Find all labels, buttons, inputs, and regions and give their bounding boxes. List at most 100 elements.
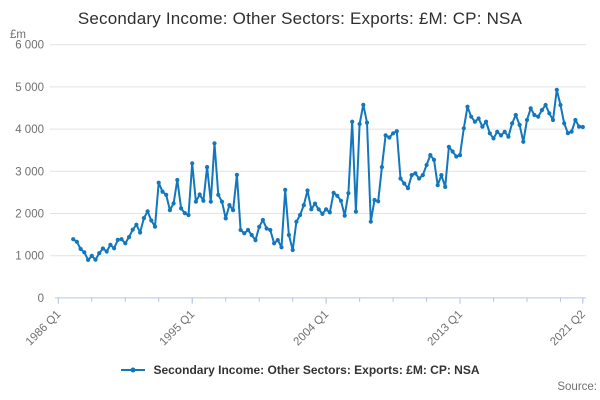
data-point[interactable]: [562, 121, 567, 126]
data-point[interactable]: [573, 117, 578, 123]
data-point[interactable]: [286, 232, 291, 238]
data-point[interactable]: [249, 232, 254, 238]
data-point[interactable]: [446, 144, 451, 149]
data-point[interactable]: [506, 134, 511, 139]
data-point[interactable]: [179, 206, 184, 211]
data-point[interactable]: [260, 217, 265, 223]
data-point[interactable]: [93, 257, 98, 262]
data-point[interactable]: [149, 218, 154, 223]
data-point[interactable]: [320, 211, 325, 216]
data-point[interactable]: [316, 207, 321, 212]
data-point[interactable]: [216, 192, 221, 197]
data-point[interactable]: [327, 210, 332, 215]
data-point[interactable]: [577, 124, 582, 129]
data-point[interactable]: [498, 133, 504, 138]
data-point[interactable]: [205, 165, 210, 170]
data-point[interactable]: [89, 253, 94, 258]
data-point[interactable]: [171, 201, 176, 206]
data-point[interactable]: [580, 124, 585, 130]
data-point[interactable]: [186, 212, 191, 218]
data-point[interactable]: [417, 176, 422, 181]
data-point[interactable]: [112, 246, 117, 251]
data-point[interactable]: [379, 165, 384, 170]
data-point[interactable]: [443, 184, 448, 189]
data-point[interactable]: [532, 112, 537, 118]
data-point[interactable]: [383, 133, 388, 138]
data-point[interactable]: [167, 208, 172, 213]
data-point[interactable]: [569, 129, 574, 134]
data-point[interactable]: [547, 111, 552, 116]
data-point[interactable]: [450, 149, 455, 154]
data-point[interactable]: [509, 121, 515, 126]
data-point[interactable]: [357, 121, 362, 127]
data-point[interactable]: [342, 213, 347, 218]
data-point[interactable]: [164, 192, 169, 197]
data-point[interactable]: [130, 227, 135, 232]
data-point[interactable]: [376, 199, 381, 204]
data-point[interactable]: [126, 235, 132, 240]
data-point[interactable]: [134, 222, 139, 227]
data-point[interactable]: [268, 227, 273, 233]
data-point[interactable]: [521, 139, 526, 144]
data-point[interactable]: [298, 212, 303, 218]
data-point[interactable]: [234, 172, 239, 177]
data-point[interactable]: [480, 124, 485, 129]
data-point[interactable]: [502, 129, 507, 134]
legend[interactable]: Secondary Income: Other Sectors: Exports…: [0, 363, 600, 377]
data-point[interactable]: [558, 102, 563, 108]
data-point[interactable]: [197, 192, 202, 197]
data-point[interactable]: [487, 131, 492, 136]
data-point[interactable]: [424, 162, 429, 168]
data-point[interactable]: [71, 237, 76, 242]
data-point[interactable]: [350, 119, 355, 124]
data-point[interactable]: [495, 129, 500, 134]
data-point[interactable]: [335, 193, 340, 198]
data-point[interactable]: [119, 237, 124, 242]
data-point[interactable]: [353, 209, 358, 214]
data-point[interactable]: [193, 199, 198, 204]
data-point[interactable]: [536, 114, 541, 119]
data-point[interactable]: [238, 227, 243, 233]
data-point[interactable]: [86, 257, 91, 262]
data-point[interactable]: [484, 119, 489, 124]
data-point[interactable]: [245, 227, 251, 233]
data-point[interactable]: [461, 126, 466, 131]
data-point[interactable]: [420, 173, 425, 178]
data-point[interactable]: [104, 249, 109, 254]
data-point[interactable]: [294, 219, 299, 224]
data-point[interactable]: [160, 189, 165, 194]
data-point[interactable]: [97, 251, 102, 256]
data-point[interactable]: [145, 209, 150, 214]
data-point[interactable]: [435, 183, 440, 188]
data-point[interactable]: [528, 106, 533, 111]
data-point[interactable]: [253, 238, 258, 243]
data-point[interactable]: [82, 250, 87, 255]
data-point[interactable]: [428, 153, 433, 158]
data-point[interactable]: [301, 203, 306, 208]
data-point[interactable]: [208, 199, 213, 204]
data-point[interactable]: [554, 87, 559, 92]
data-point[interactable]: [305, 188, 310, 193]
data-point[interactable]: [391, 131, 396, 136]
data-point[interactable]: [457, 153, 463, 158]
data-point[interactable]: [108, 242, 113, 247]
data-point[interactable]: [387, 135, 392, 140]
data-point[interactable]: [152, 224, 158, 229]
data-point[interactable]: [469, 114, 474, 119]
data-point[interactable]: [338, 198, 344, 203]
data-point[interactable]: [290, 247, 295, 253]
data-point[interactable]: [212, 141, 217, 146]
data-point[interactable]: [491, 136, 496, 141]
data-point[interactable]: [242, 231, 247, 236]
data-point[interactable]: [201, 198, 206, 203]
data-point[interactable]: [219, 199, 225, 204]
data-point[interactable]: [439, 173, 444, 178]
data-point[interactable]: [231, 208, 236, 213]
data-point[interactable]: [223, 216, 228, 221]
data-point[interactable]: [372, 197, 377, 203]
data-point[interactable]: [279, 245, 284, 250]
data-point[interactable]: [123, 241, 128, 246]
data-point[interactable]: [465, 104, 470, 109]
data-point[interactable]: [543, 102, 548, 108]
